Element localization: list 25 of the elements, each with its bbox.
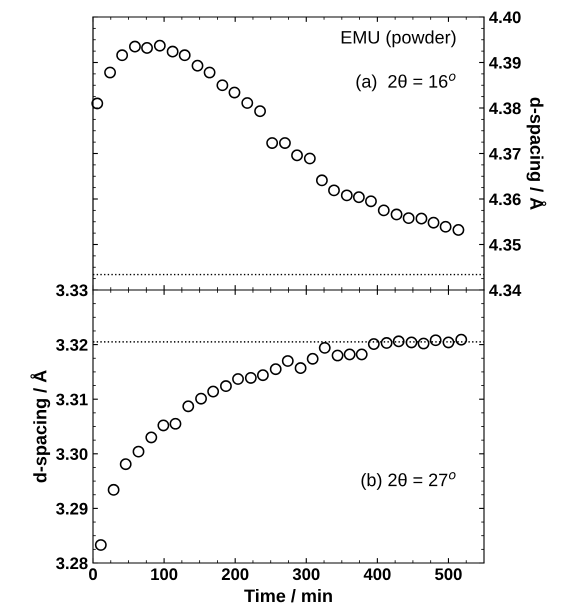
y-tick-label: 3.28 bbox=[56, 557, 88, 570]
y-tick-label: 3.29 bbox=[56, 502, 88, 515]
y2-tick-label: 4.39 bbox=[489, 56, 521, 69]
y-axis-title: d-spacing / Å bbox=[30, 370, 50, 482]
y2-tick-label: 4.35 bbox=[489, 238, 521, 251]
y-tick-label: 3.31 bbox=[56, 394, 88, 406]
y2-tick-label: 4.34 bbox=[489, 284, 522, 296]
y-tick-label: 3.32 bbox=[56, 339, 88, 351]
y-tick-label: 3.33 bbox=[56, 284, 88, 296]
y-tick-label: 3.30 bbox=[56, 448, 88, 460]
x-tick-label: 0 bbox=[89, 568, 97, 580]
y2-tick-label: 4.38 bbox=[489, 102, 521, 114]
x-tick-label: 300 bbox=[292, 568, 320, 580]
x-tick-label: 200 bbox=[222, 568, 248, 580]
x-tick-label: 100 bbox=[151, 568, 178, 580]
y2-tick-label: 4.37 bbox=[489, 148, 521, 160]
y2-axis-title: d-spacing / Å bbox=[526, 98, 546, 210]
annotation: EMU (powder) bbox=[342, 30, 456, 48]
x-tick-label: 400 bbox=[364, 568, 391, 580]
y2-tick-label: 4.36 bbox=[489, 193, 521, 206]
y2-tick-label: 4.40 bbox=[489, 11, 521, 24]
x-tick-label: 500 bbox=[435, 568, 462, 580]
x-axis-title: Time / min bbox=[244, 588, 332, 602]
annotation: (a) 2θ = 16$^{o}$ bbox=[356, 74, 456, 92]
annotation: (b) 2θ = 27$^{o}$ bbox=[362, 472, 456, 490]
